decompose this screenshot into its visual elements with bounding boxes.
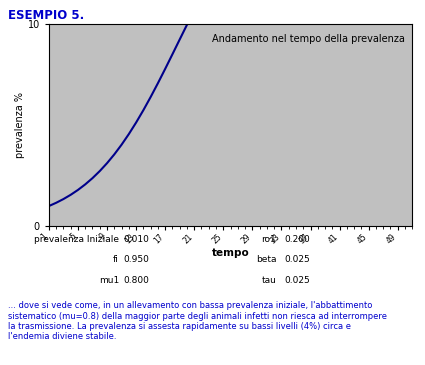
Text: tau: tau	[261, 276, 276, 285]
Text: 0.025: 0.025	[284, 255, 310, 265]
Y-axis label: prevalenza %: prevalenza %	[15, 92, 25, 158]
Text: ... dove si vede come, in un allevamento con bassa prevalenza iniziale, l'abbatt: ... dove si vede come, in un allevamento…	[8, 301, 388, 341]
Text: ro1: ro1	[261, 235, 276, 245]
Text: prevalenza Iniziale: prevalenza Iniziale	[34, 235, 119, 245]
Text: beta: beta	[256, 255, 276, 265]
X-axis label: tempo: tempo	[212, 248, 249, 258]
Text: 0.025: 0.025	[284, 276, 310, 285]
Text: 0.800: 0.800	[123, 276, 149, 285]
Text: 0.200: 0.200	[284, 235, 310, 245]
Text: 0.010: 0.010	[123, 235, 149, 245]
Text: ESEMPIO 5.: ESEMPIO 5.	[8, 9, 85, 22]
Text: 0.950: 0.950	[123, 255, 149, 265]
Text: Andamento nel tempo della prevalenza: Andamento nel tempo della prevalenza	[212, 34, 405, 44]
Text: mu1: mu1	[99, 276, 119, 285]
Text: fi: fi	[113, 255, 119, 265]
